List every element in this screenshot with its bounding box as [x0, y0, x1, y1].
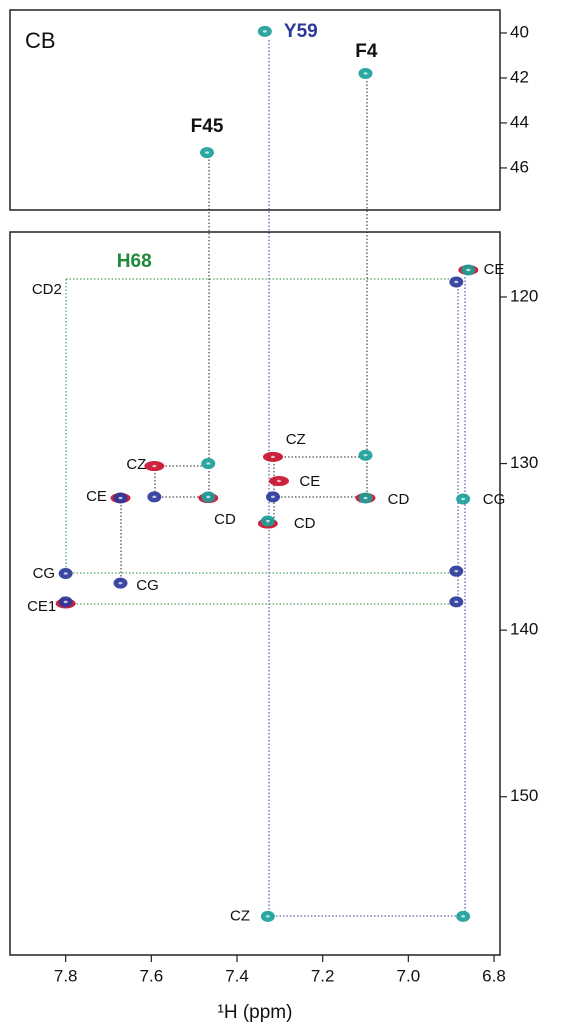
- peak-core: [63, 572, 68, 575]
- x-tick-label: 7.4: [225, 966, 249, 985]
- peak-core: [152, 464, 157, 468]
- peak-label: CZ: [286, 431, 306, 448]
- peak-label: CZ: [230, 907, 250, 924]
- x-axis-label: ¹H (ppm): [218, 1002, 293, 1023]
- peak-core: [118, 581, 123, 585]
- peak-core: [262, 30, 267, 33]
- peak-label: CE: [86, 488, 107, 505]
- peak-core: [270, 455, 275, 459]
- y-tick-label: 130: [510, 453, 538, 472]
- peak-label: F45: [191, 116, 224, 137]
- peak-label: CE1: [27, 598, 56, 615]
- x-tick-label: 7.2: [311, 966, 335, 985]
- x-tick-label: 7.8: [54, 966, 78, 985]
- peak-core: [152, 495, 157, 499]
- x-tick-label: 6.8: [482, 966, 506, 985]
- x-tick-label: 7.6: [140, 966, 164, 985]
- peak-core: [466, 268, 471, 272]
- peak-core: [461, 915, 466, 918]
- peak-core: [461, 497, 466, 501]
- x-tick-label: 7.0: [397, 966, 421, 985]
- peak-label: CD: [388, 491, 410, 508]
- peak-core: [363, 496, 368, 500]
- y-tick-label: 150: [510, 786, 538, 805]
- peak-core: [265, 915, 270, 918]
- peak-label: CG: [136, 577, 159, 594]
- panel-frame: [9, 231, 501, 956]
- peak-label: Y59: [284, 21, 318, 42]
- y-tick-label: 40: [510, 22, 529, 41]
- peak-core: [454, 280, 459, 284]
- y-tick-label: 44: [510, 112, 529, 131]
- peak-label: CE: [484, 261, 505, 278]
- peak-core: [63, 600, 68, 604]
- peak-core: [363, 72, 368, 75]
- peak-core: [205, 151, 210, 154]
- peak-core: [454, 569, 459, 573]
- peak-label: CG: [33, 565, 56, 582]
- panel-label: CB: [25, 28, 56, 53]
- peak-label: CE: [299, 473, 320, 490]
- peak-core: [206, 462, 211, 465]
- peak-label: CD: [294, 515, 316, 532]
- peak-label: CZ: [126, 456, 146, 473]
- y-tick-label: 46: [510, 157, 529, 176]
- peak-core: [265, 519, 270, 523]
- peak-label: CG: [483, 491, 506, 508]
- peak-core: [363, 454, 368, 457]
- y-tick-label: 42: [510, 67, 529, 86]
- peak-label: F4: [355, 41, 378, 62]
- peak-core: [276, 479, 281, 483]
- peak-core: [454, 600, 459, 604]
- peak-core: [270, 495, 275, 499]
- peak-label: H68: [117, 251, 152, 272]
- peak-core: [118, 496, 123, 500]
- panel-frame: [9, 9, 501, 211]
- y-tick-label: 140: [510, 620, 538, 639]
- peak-core: [206, 495, 211, 499]
- peak-label: CD2: [32, 281, 62, 298]
- peak-label: CD: [214, 511, 236, 528]
- connector-lines: [65, 40, 466, 917]
- y-tick-label: 120: [510, 286, 538, 305]
